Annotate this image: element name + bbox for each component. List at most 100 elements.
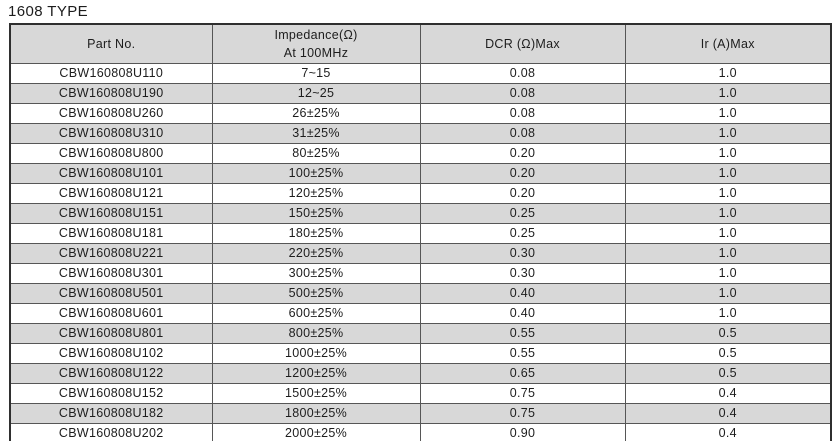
ir-cell: 1.0 xyxy=(624,282,832,304)
dcr-cell: 0.08 xyxy=(419,122,626,144)
dcr-cell: 0.40 xyxy=(419,282,626,304)
ir-cell: 0.4 xyxy=(624,402,832,424)
part-no-cell: CBW160808U122 xyxy=(9,362,213,384)
table-row: CBW160808U301 300±25% 0.30 1.0 xyxy=(9,262,832,284)
table-row: CBW160808U151 150±25% 0.25 1.0 xyxy=(9,202,832,224)
dcr-cell: 0.08 xyxy=(419,102,626,124)
impedance-cell: 1500±25% xyxy=(211,382,421,404)
ir-cell: 1.0 xyxy=(624,262,832,284)
header-row: Part No. Impedance(Ω) At 100MHz DCR (Ω)M… xyxy=(9,23,832,64)
part-no-cell: CBW160808U102 xyxy=(9,342,213,364)
dcr-cell: 0.90 xyxy=(419,422,626,441)
impedance-cell: 220±25% xyxy=(211,242,421,264)
ir-cell: 1.0 xyxy=(624,182,832,204)
dcr-cell: 0.30 xyxy=(419,262,626,284)
part-no-cell: CBW160808U800 xyxy=(9,142,213,164)
table-row: CBW160808U501 500±25% 0.40 1.0 xyxy=(9,282,832,304)
impedance-cell: 1200±25% xyxy=(211,362,421,384)
column-header-impedance: Impedance(Ω) At 100MHz xyxy=(211,23,421,64)
table-row: CBW160808U102 1000±25% 0.55 0.5 xyxy=(9,342,832,364)
ir-cell: 0.5 xyxy=(624,362,832,384)
dcr-cell: 0.20 xyxy=(419,162,626,184)
ir-cell: 1.0 xyxy=(624,102,832,124)
impedance-cell: 800±25% xyxy=(211,322,421,344)
impedance-header-line2: At 100MHz xyxy=(283,45,349,60)
part-no-cell: CBW160808U601 xyxy=(9,302,213,324)
impedance-cell: 500±25% xyxy=(211,282,421,304)
part-no-cell: CBW160808U301 xyxy=(9,262,213,284)
table-row: CBW160808U110 7~15 0.08 1.0 xyxy=(9,62,832,84)
dcr-cell: 0.30 xyxy=(419,242,626,264)
part-no-cell: CBW160808U121 xyxy=(9,182,213,204)
impedance-cell: 1000±25% xyxy=(211,342,421,364)
impedance-cell: 100±25% xyxy=(211,162,421,184)
table-row: CBW160808U801 800±25% 0.55 0.5 xyxy=(9,322,832,344)
dcr-cell: 0.65 xyxy=(419,362,626,384)
impedance-cell: 80±25% xyxy=(211,142,421,164)
ir-cell: 0.4 xyxy=(624,382,832,404)
impedance-cell: 7~15 xyxy=(211,62,421,84)
column-header-ir: Ir (A)Max xyxy=(624,23,832,64)
impedance-cell: 2000±25% xyxy=(211,422,421,441)
part-no-cell: CBW160808U310 xyxy=(9,122,213,144)
impedance-cell: 120±25% xyxy=(211,182,421,204)
table-row: CBW160808U221 220±25% 0.30 1.0 xyxy=(9,242,832,264)
table-body: CBW160808U110 7~15 0.08 1.0 CBW160808U190 12~… xyxy=(9,62,832,441)
impedance-cell: 31±25% xyxy=(211,122,421,144)
impedance-cell: 180±25% xyxy=(211,222,421,244)
impedance-cell: 300±25% xyxy=(211,262,421,284)
table-row: CBW160808U310 31±25% 0.08 1.0 xyxy=(9,122,832,144)
table-row: CBW160808U122 1200±25% 0.65 0.5 xyxy=(9,362,832,384)
part-no-cell: CBW160808U151 xyxy=(9,202,213,224)
ir-cell: 1.0 xyxy=(624,302,832,324)
part-no-cell: CBW160808U181 xyxy=(9,222,213,244)
impedance-header-line1: Impedance(Ω) xyxy=(274,27,358,42)
dcr-cell: 0.55 xyxy=(419,322,626,344)
table-row: CBW160808U190 12~25 0.08 1.0 xyxy=(9,82,832,104)
table-row: CBW160808U260 26±25% 0.08 1.0 xyxy=(9,102,832,124)
table-row: CBW160808U182 1800±25% 0.75 0.4 xyxy=(9,402,832,424)
ir-cell: 1.0 xyxy=(624,162,832,184)
table-row: CBW160808U101 100±25% 0.20 1.0 xyxy=(9,162,832,184)
table-row: CBW160808U202 2000±25% 0.90 0.4 xyxy=(9,422,832,441)
ir-cell: 0.4 xyxy=(624,422,832,441)
part-no-cell: CBW160808U152 xyxy=(9,382,213,404)
ir-cell: 1.0 xyxy=(624,62,832,84)
part-no-cell: CBW160808U190 xyxy=(9,82,213,104)
part-no-cell: CBW160808U110 xyxy=(9,62,213,84)
ir-cell: 1.0 xyxy=(624,122,832,144)
impedance-cell: 600±25% xyxy=(211,302,421,324)
dcr-cell: 0.75 xyxy=(419,382,626,404)
column-header-part-no: Part No. xyxy=(9,23,213,64)
table-row: CBW160808U601 600±25% 0.40 1.0 xyxy=(9,302,832,324)
part-no-cell: CBW160808U182 xyxy=(9,402,213,424)
impedance-cell: 26±25% xyxy=(211,102,421,124)
dcr-cell: 0.20 xyxy=(419,142,626,164)
ir-cell: 1.0 xyxy=(624,142,832,164)
table-header: Part No. Impedance(Ω) At 100MHz DCR (Ω)M… xyxy=(9,23,832,64)
dcr-cell: 0.08 xyxy=(419,62,626,84)
part-no-cell: CBW160808U221 xyxy=(9,242,213,264)
table-row: CBW160808U152 1500±25% 0.75 0.4 xyxy=(9,382,832,404)
dcr-cell: 0.75 xyxy=(419,402,626,424)
impedance-cell: 150±25% xyxy=(211,202,421,224)
table-row: CBW160808U121 120±25% 0.20 1.0 xyxy=(9,182,832,204)
spec-table: Part No. Impedance(Ω) At 100MHz DCR (Ω)M… xyxy=(9,23,832,441)
ir-cell: 0.5 xyxy=(624,322,832,344)
table-row: CBW160808U800 80±25% 0.20 1.0 xyxy=(9,142,832,164)
table-row: CBW160808U181 180±25% 0.25 1.0 xyxy=(9,222,832,244)
ir-cell: 1.0 xyxy=(624,202,832,224)
dcr-cell: 0.25 xyxy=(419,202,626,224)
dcr-cell: 0.25 xyxy=(419,222,626,244)
column-header-dcr: DCR (Ω)Max xyxy=(419,23,626,64)
part-no-cell: CBW160808U501 xyxy=(9,282,213,304)
part-no-cell: CBW160808U202 xyxy=(9,422,213,441)
dcr-cell: 0.55 xyxy=(419,342,626,364)
dcr-cell: 0.40 xyxy=(419,302,626,324)
page-title: 1608 TYPE xyxy=(8,3,89,20)
dcr-cell: 0.20 xyxy=(419,182,626,204)
ir-cell: 1.0 xyxy=(624,82,832,104)
part-no-cell: CBW160808U801 xyxy=(9,322,213,344)
impedance-cell: 12~25 xyxy=(211,82,421,104)
